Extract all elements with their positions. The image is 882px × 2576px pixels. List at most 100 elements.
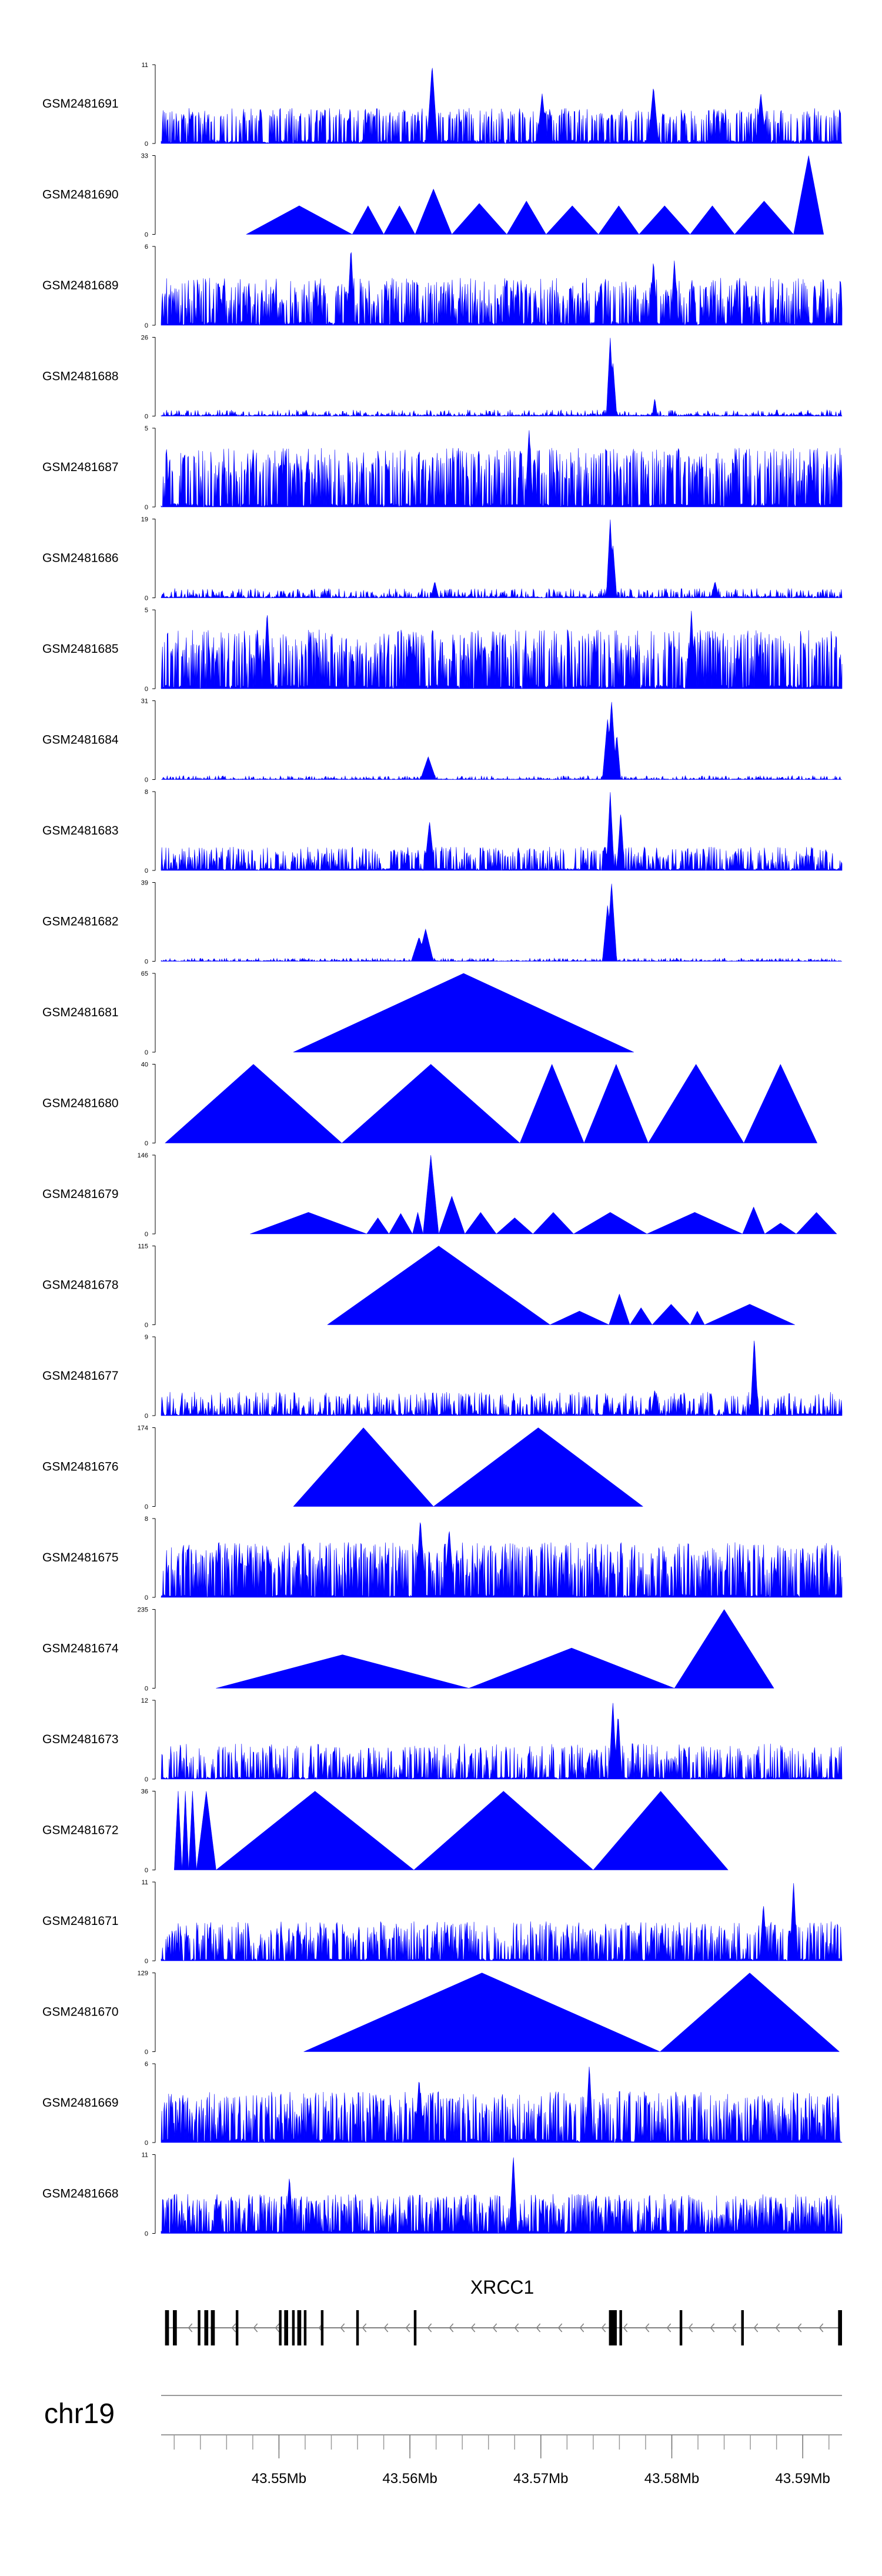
signal-area <box>161 519 843 599</box>
axis-tick-label: 43.57Mb <box>513 2471 568 2487</box>
track-GSM2481681: GSM2481681 65 0 <box>42 970 634 1056</box>
gene-exon <box>297 2310 302 2345</box>
signal-segment <box>639 205 691 235</box>
y-tick-label-max: 39 <box>141 880 148 887</box>
strand-arrow-icon <box>579 2323 584 2333</box>
signal-segment <box>250 1212 367 1234</box>
track-label: GSM2481681 <box>42 1006 119 1019</box>
track-GSM2481682: GSM2481682 39 0 <box>42 880 843 966</box>
signal-segment <box>303 1973 660 2052</box>
gene-exon <box>204 2310 209 2345</box>
track-GSM2481689: GSM2481689 6 0 <box>42 243 843 329</box>
track-GSM2481680: GSM2481680 40 0 <box>42 1062 818 1147</box>
signal-area <box>161 1703 843 1780</box>
axis-tick-label: 43.55Mb <box>252 2471 306 2487</box>
track-label: GSM2481671 <box>42 1914 119 1928</box>
track-label: GSM2481670 <box>42 2006 119 2019</box>
track-GSM2481677: GSM2481677 9 0 <box>42 1334 843 1420</box>
strand-arrow-icon <box>492 2323 497 2333</box>
y-tick-label-max: 235 <box>138 1607 148 1614</box>
track-GSM2481691: GSM2481691 11 0 <box>42 62 843 148</box>
track-label: GSM2481690 <box>42 188 119 202</box>
strand-arrow-icon <box>362 2323 367 2333</box>
signal-segment <box>412 1212 423 1234</box>
signal-segment <box>352 205 385 235</box>
gene-exon <box>679 2310 683 2345</box>
track-GSM2481668: GSM2481668 11 0 <box>42 2152 843 2238</box>
y-tick-label-min: 0 <box>145 2231 148 2238</box>
signal-segment <box>465 1212 497 1234</box>
strand-arrow-icon <box>601 2323 606 2333</box>
signal-segment <box>293 1427 434 1507</box>
signal-segment <box>609 1293 630 1325</box>
signal-segment <box>165 1064 342 1143</box>
y-tick-label-min: 0 <box>145 686 148 693</box>
track-GSM2481669: GSM2481669 6 0 <box>42 2061 843 2147</box>
track-GSM2481671: GSM2481671 11 0 <box>42 1879 843 1965</box>
track-label: GSM2481674 <box>42 1642 119 1656</box>
y-tick-label-min: 0 <box>145 1686 148 1693</box>
gene-exon <box>838 2310 842 2345</box>
y-tick-label-min: 0 <box>145 1413 148 1420</box>
signal-area <box>161 2157 843 2234</box>
gene-exon <box>284 2310 289 2345</box>
y-tick-label-max: 146 <box>138 1152 148 1159</box>
strand-arrow-icon <box>405 2323 410 2333</box>
track-label: GSM2481682 <box>42 915 119 929</box>
signal-segment <box>659 1973 840 2052</box>
track-label: GSM2481680 <box>42 1097 119 1110</box>
y-tick-label-min: 0 <box>145 959 148 966</box>
y-tick-label-min: 0 <box>145 141 148 148</box>
signal-segment <box>196 1791 216 1870</box>
strand-arrow-icon <box>623 2323 628 2333</box>
track-GSM2481688: GSM2481688 26 0 <box>42 335 843 421</box>
y-tick-label-max: 65 <box>141 970 148 977</box>
y-tick-label-min: 0 <box>145 232 148 239</box>
y-tick-label-min: 0 <box>145 1776 148 1783</box>
track-GSM2481670: GSM2481670 129 0 <box>42 1970 840 2056</box>
signal-segment <box>598 205 640 235</box>
track-GSM2481684: GSM2481684 31 0 <box>42 698 843 784</box>
track-label: GSM2481687 <box>42 461 119 474</box>
track-label: GSM2481678 <box>42 1279 119 1292</box>
strand-arrow-icon <box>753 2323 759 2333</box>
strand-arrow-icon <box>427 2323 432 2333</box>
signal-segment <box>293 973 634 1053</box>
gene-exon <box>413 2310 417 2345</box>
y-tick-label-max: 11 <box>142 62 148 69</box>
gene-label: XRCC1 <box>470 2277 534 2298</box>
y-tick-label-min: 0 <box>145 504 148 511</box>
signal-segment <box>366 1217 389 1234</box>
y-tick-label-max: 9 <box>145 1334 148 1341</box>
signal-segment <box>519 1063 584 1143</box>
signal-area <box>161 1883 843 1961</box>
gene-exon <box>741 2310 744 2345</box>
y-tick-label-max: 11 <box>142 2152 148 2159</box>
y-tick-label-min: 0 <box>145 322 148 329</box>
strand-arrow-icon <box>731 2323 737 2333</box>
signal-segment <box>182 1791 189 1870</box>
track-GSM2481686: GSM2481686 19 0 <box>42 516 843 602</box>
signal-segment <box>215 1791 415 1870</box>
signal-segment <box>742 1206 765 1234</box>
strand-arrow-icon <box>557 2323 563 2333</box>
gene-exon <box>211 2310 215 2345</box>
track-GSM2481685: GSM2481685 5 0 <box>42 607 843 693</box>
signal-segment <box>433 1427 644 1507</box>
track-GSM2481687: GSM2481687 5 0 <box>42 425 843 511</box>
y-tick-label-max: 31 <box>141 698 148 705</box>
y-tick-label-max: 174 <box>138 1425 148 1432</box>
strand-arrow-icon <box>340 2323 345 2333</box>
y-tick-label-max: 26 <box>141 335 148 342</box>
y-tick-label-min: 0 <box>145 1594 148 1601</box>
signal-segment <box>496 1217 534 1234</box>
signal-segment <box>438 1196 465 1234</box>
y-tick-label-max: 40 <box>141 1062 148 1069</box>
signal-area <box>161 1522 843 1598</box>
signal-area <box>161 1340 843 1417</box>
axis-tick-label: 43.59Mb <box>775 2471 830 2487</box>
y-tick-label-max: 8 <box>145 1516 148 1523</box>
gene-exon <box>235 2310 239 2345</box>
gene-exon <box>303 2310 307 2345</box>
